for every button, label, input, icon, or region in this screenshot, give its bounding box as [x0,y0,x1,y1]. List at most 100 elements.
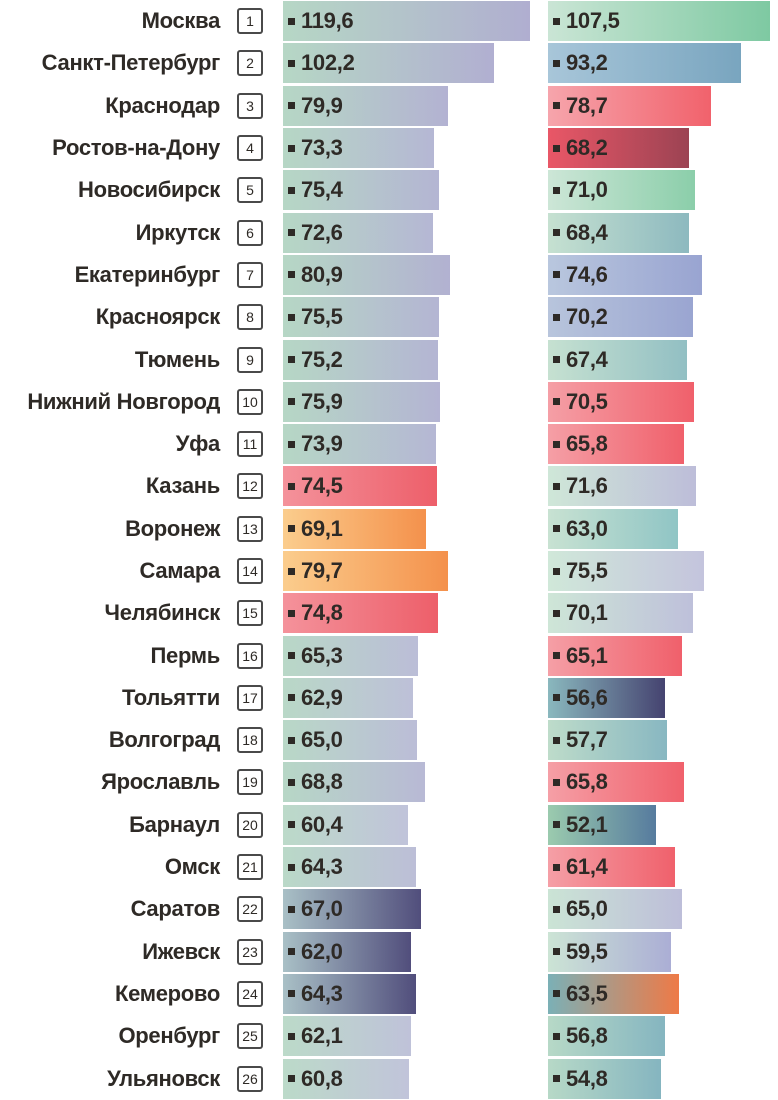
rank-badge: 12 [237,473,263,500]
city-label: Ульяновск [107,1065,220,1091]
left-bar: 74,5 [283,466,437,507]
left-bar: 75,4 [283,170,439,211]
right-bar: 70,5 [548,381,694,422]
right-value: 63,5 [566,980,608,1006]
left-bar: 73,3 [283,128,435,169]
city-label: Екатеринбург [74,261,221,287]
left-bar: 62,9 [283,677,413,718]
value-marker-icon [288,1075,295,1083]
left-value: 74,5 [301,473,343,499]
value-marker-icon [553,652,560,660]
right-bar: 54,8 [548,1058,662,1099]
value-marker-icon [553,482,560,490]
value-marker-icon [288,567,295,575]
left-bar: 72,6 [283,212,433,253]
left-bar: 75,5 [283,297,439,338]
left-bar: 74,8 [283,593,438,634]
rank-badge: 23 [237,938,263,965]
city-label: Ижевск [142,938,220,964]
table-row: Иркутск 6 72,6 68,4 [0,211,778,253]
value-marker-icon [553,398,560,406]
city-label: Москва [141,8,221,34]
left-bar: 65,0 [283,720,418,761]
right-bar: 65,8 [548,424,684,465]
value-marker-icon [288,1032,295,1040]
value-marker-icon [288,990,295,998]
right-bar: 74,6 [548,254,702,295]
value-marker-icon [288,778,295,786]
value-marker-icon [288,356,295,364]
value-marker-icon [288,863,295,871]
value-marker-icon [553,356,560,364]
value-marker-icon [553,1032,560,1040]
city-label: Краснодар [105,92,220,118]
value-marker-icon [288,313,295,321]
left-bar: 60,4 [283,804,408,845]
table-row: Нижний Новгород 10 75,9 70,5 [0,381,778,423]
right-bar: 56,8 [548,1016,666,1057]
left-bar: 64,3 [283,847,416,888]
right-bar: 75,5 [548,551,704,591]
table-row: Барнаул 20 60,4 52,1 [0,804,778,846]
value-marker-icon [553,144,560,152]
city-label: Иркутск [135,219,221,245]
rank-badge: 5 [237,177,263,204]
value-marker-icon [288,229,295,237]
table-row: Москва 1 119,6 107,5 [0,0,778,42]
table-row: Самара 14 79,7 75,5 [0,550,778,592]
right-value: 65,8 [566,769,608,795]
right-value: 59,5 [566,938,608,964]
table-row: Красноярск 8 75,5 70,2 [0,296,778,338]
value-marker-icon [553,905,560,913]
value-marker-icon [288,59,295,67]
rank-badge: 20 [237,811,263,838]
left-value: 60,4 [301,811,343,837]
rank-badge: 4 [237,135,263,162]
value-marker-icon [288,821,295,829]
value-marker-icon [553,567,560,575]
left-bar: 79,9 [283,85,448,126]
value-marker-icon [553,609,560,617]
left-bar: 64,3 [283,973,416,1014]
right-bar: 65,0 [548,889,683,930]
right-value: 75,5 [566,558,608,583]
right-bar: 68,4 [548,212,690,253]
left-bar: 119,6 [283,1,530,42]
left-value: 64,3 [301,854,343,880]
right-value: 93,2 [566,50,608,76]
city-label: Волгоград [108,727,220,753]
right-value: 68,2 [566,135,608,161]
left-bar: 75,9 [283,381,440,422]
city-label: Кемерово [114,980,220,1006]
city-label: Санкт-Петербург [41,50,221,76]
value-marker-icon [288,17,295,25]
city-label: Казань [145,473,220,499]
rank-badge: 11 [237,431,263,458]
value-marker-icon [553,948,560,956]
rank-badge: 21 [237,854,263,881]
right-value: 56,8 [566,1023,608,1049]
city-label: Ярославль [101,769,220,795]
table-row: Ростов-на-Дону 4 73,3 68,2 [0,127,778,169]
table-row: Волгоград 18 65,0 57,7 [0,719,778,761]
left-value: 65,3 [301,642,343,668]
left-value: 65,0 [301,727,343,753]
value-marker-icon [288,652,295,660]
rank-badge: 1 [237,8,263,35]
table-row: Челябинск 15 74,8 70,1 [0,592,778,634]
right-bar: 70,1 [548,593,693,634]
rank-badge: 18 [237,727,263,754]
right-value: 57,7 [566,727,608,753]
table-row: Пермь 16 65,3 65,1 [0,634,778,676]
table-row: Омск 21 64,3 61,4 [0,846,778,888]
left-value: 68,8 [301,769,343,795]
rank-badge: 13 [237,515,263,542]
right-bar: 68,2 [548,128,689,169]
right-value: 71,0 [566,177,608,203]
table-row: Новосибирск 5 75,4 71,0 [0,169,778,211]
value-marker-icon [553,102,560,110]
table-row: Уфа 11 73,9 65,8 [0,423,778,465]
table-row: Тольятти 17 62,9 56,6 [0,677,778,719]
right-value: 78,7 [566,92,608,118]
value-marker-icon [553,440,560,448]
